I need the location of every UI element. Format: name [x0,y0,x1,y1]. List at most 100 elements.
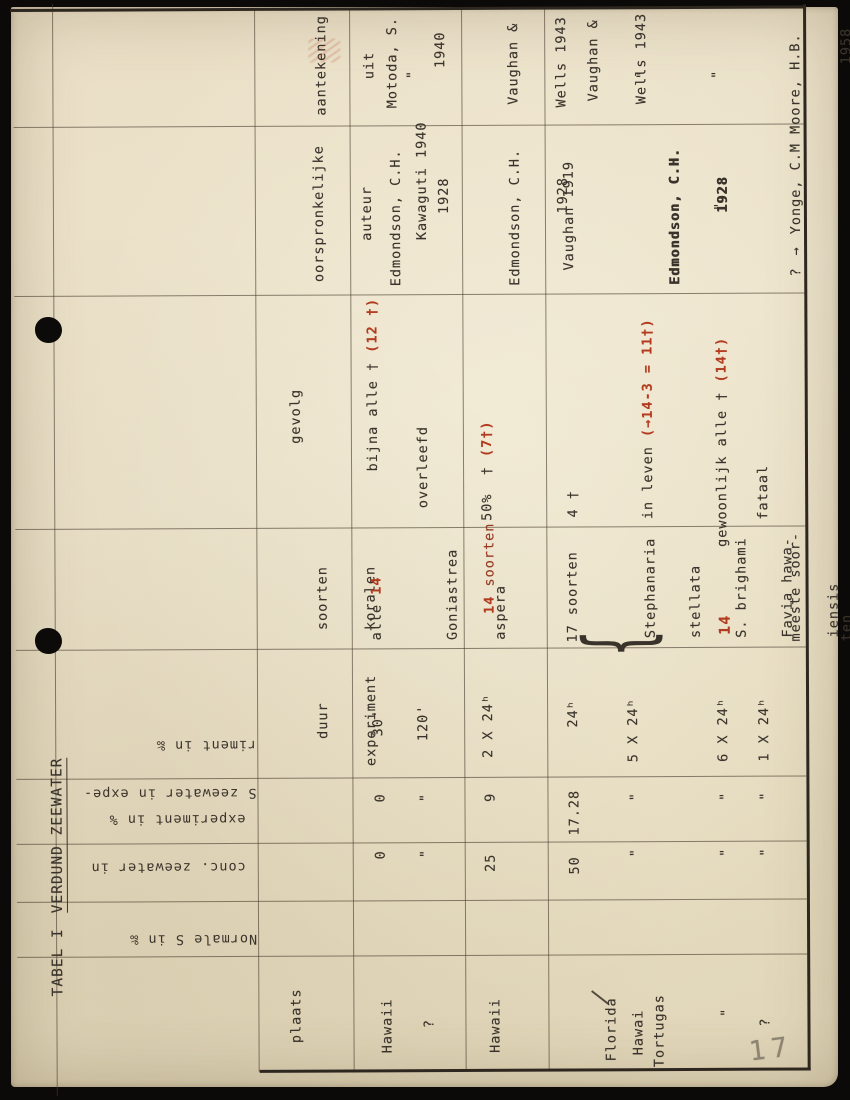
cell-s-exp: " [757,791,774,801]
cell-duur: 1 X 24ʰ [756,697,773,762]
cell-gevolg: 50% † (7†) [479,420,495,520]
cell-s-exp: 17.28 [566,789,583,836]
header-soorten: soorten koralen [282,555,410,641]
cell-auteur: " [711,201,728,211]
aantekening-line: Vaughan & [585,19,602,102]
cell-soorten: Goniastrea aspera [412,548,540,640]
arrow-annotation: → [788,246,805,256]
table-top-rule [254,8,260,1072]
aantekening-line: 1940 [432,31,449,69]
cell-soorten: 14 soorten [481,523,497,614]
title-label: TABEL I [50,928,67,997]
auteur-line: Edmondson, C.H. [506,148,524,286]
column-rule-duur [15,646,807,651]
red-annotation: (7†) [478,420,495,458]
title-underlined: VERDUND ZEEWATER [49,757,68,914]
plaats-line: Florida [603,997,620,1062]
soorten-line: Goniastrea [444,548,461,641]
auteur-line: Edmondson, C.H. [666,148,684,286]
cell-soorten: meeste soor- ten [753,532,850,642]
header-line: S zeewater in expe- [82,784,257,802]
gevolg-text: gewoonlijk alle † [713,382,731,547]
column-rule-auteur [13,123,805,128]
header-line: soorten [314,566,331,631]
red-annotation: (→14-3 = 11†) [639,318,656,438]
gevolg-text: 50% † [478,456,496,521]
header-normale-s: Normale S in ‰ [129,930,258,948]
pencil-page-number: 17 [747,1031,796,1068]
cell-aantekening: " [634,70,651,80]
cell-conc: " [417,848,434,859]
red-annotation: 14 [368,576,385,595]
cell-s-exp: " [717,791,734,801]
column-rule-soorten [15,525,807,530]
soorten-line: meeste soor- [787,531,804,642]
aantekening-line: Motoda, S. [384,16,401,109]
cell-aantekening: Motoda, S. 1940 [352,17,480,109]
aantekening-line: Vaughan & [505,22,522,105]
cell-plaats: Hawai [630,1009,647,1056]
cell-duur: 6 X 24ʰ [715,697,732,762]
table-right-border [10,5,807,12]
red-smudge [308,38,341,63]
cell-plaats: Hawaii [487,998,504,1053]
cell-conc: 25 [482,853,499,872]
auteur-line: 1928 [435,177,452,215]
table-left-border [259,1067,811,1073]
header-line: riment in ‰ [155,736,257,754]
cell-plaats: ? [757,1017,774,1027]
cell-soorten: 14 [715,614,734,635]
cell-conc: " [757,847,774,857]
plaats-line: Tortugas [651,994,668,1068]
cell-conc: " [717,847,734,857]
question-mark: ? [788,267,805,277]
cell-s-exp: " [417,792,434,803]
header-duur: duur experiment [283,670,411,771]
cell-soorten: 17 soorten [564,551,581,643]
red-typed-text: soorten [481,522,498,596]
cell-plaats: ? [421,1018,438,1029]
cell-auteur: ? → Yonge, C.M Moore, H.B. 1958 [753,28,850,277]
column-rule-plaats [17,953,809,958]
cell-conc: " [627,848,644,858]
cell-soorten: alle 14 [369,576,385,640]
cell-gevolg: bijna alle † (12 †) [364,298,381,472]
species-line: S. brighami [733,537,751,638]
cell-duur: 30' [370,708,387,737]
species-line: stellata [687,564,705,639]
auteur-line: Yonge, C.M Moore, H.B. [787,33,805,235]
cell-plaats: " [718,1007,735,1017]
punch-hole [35,628,62,654]
page-title: TABEL I VERDUND ZEEWATER [33,757,82,1054]
header-line: oorspronkelijke [310,145,328,283]
cell-conc: 0 [372,850,389,860]
red-annotation: (12 †) [364,297,381,353]
cell-aantekening: Vaughan & Wells 1943 [553,12,681,105]
aantekening-line: Wells 1943 [633,12,650,105]
cell-conc: 50 [566,856,583,875]
cell-aantekening: " [404,70,421,80]
species-line: Stephanaria [641,537,659,639]
red-annotation: 14 [481,595,498,614]
gevolg-text: bijna alle † [364,352,382,472]
cell-gevolg: gewoonlijk alle † (14†) [713,337,730,547]
header-plaats: plaats [288,988,305,1044]
punch-hole [35,317,62,343]
cell-s-exp: 9 [482,792,499,802]
cell-s-exp: " [627,792,644,802]
column-rule-gevolg [14,292,806,297]
cell-gevolg: fataal [755,464,772,520]
cell-auteur: Edmondson, C.H. 1928 [475,148,604,286]
auteur-line: 1958 [838,27,850,65]
header-line: conc. zeewater in [90,858,246,876]
header-gevolg: gevolg [287,388,304,444]
header-line: duur [315,702,332,739]
cell-duur: 120' [415,704,432,742]
cell-duur: 24ʰ [565,700,582,728]
cell-auteur: Kawaguti 1940 [413,121,431,241]
auteur-line: Edmondson, C.H. [387,149,405,287]
cell-duur: 5 X 24ʰ [625,698,642,763]
soorten-text: alle [368,594,385,641]
